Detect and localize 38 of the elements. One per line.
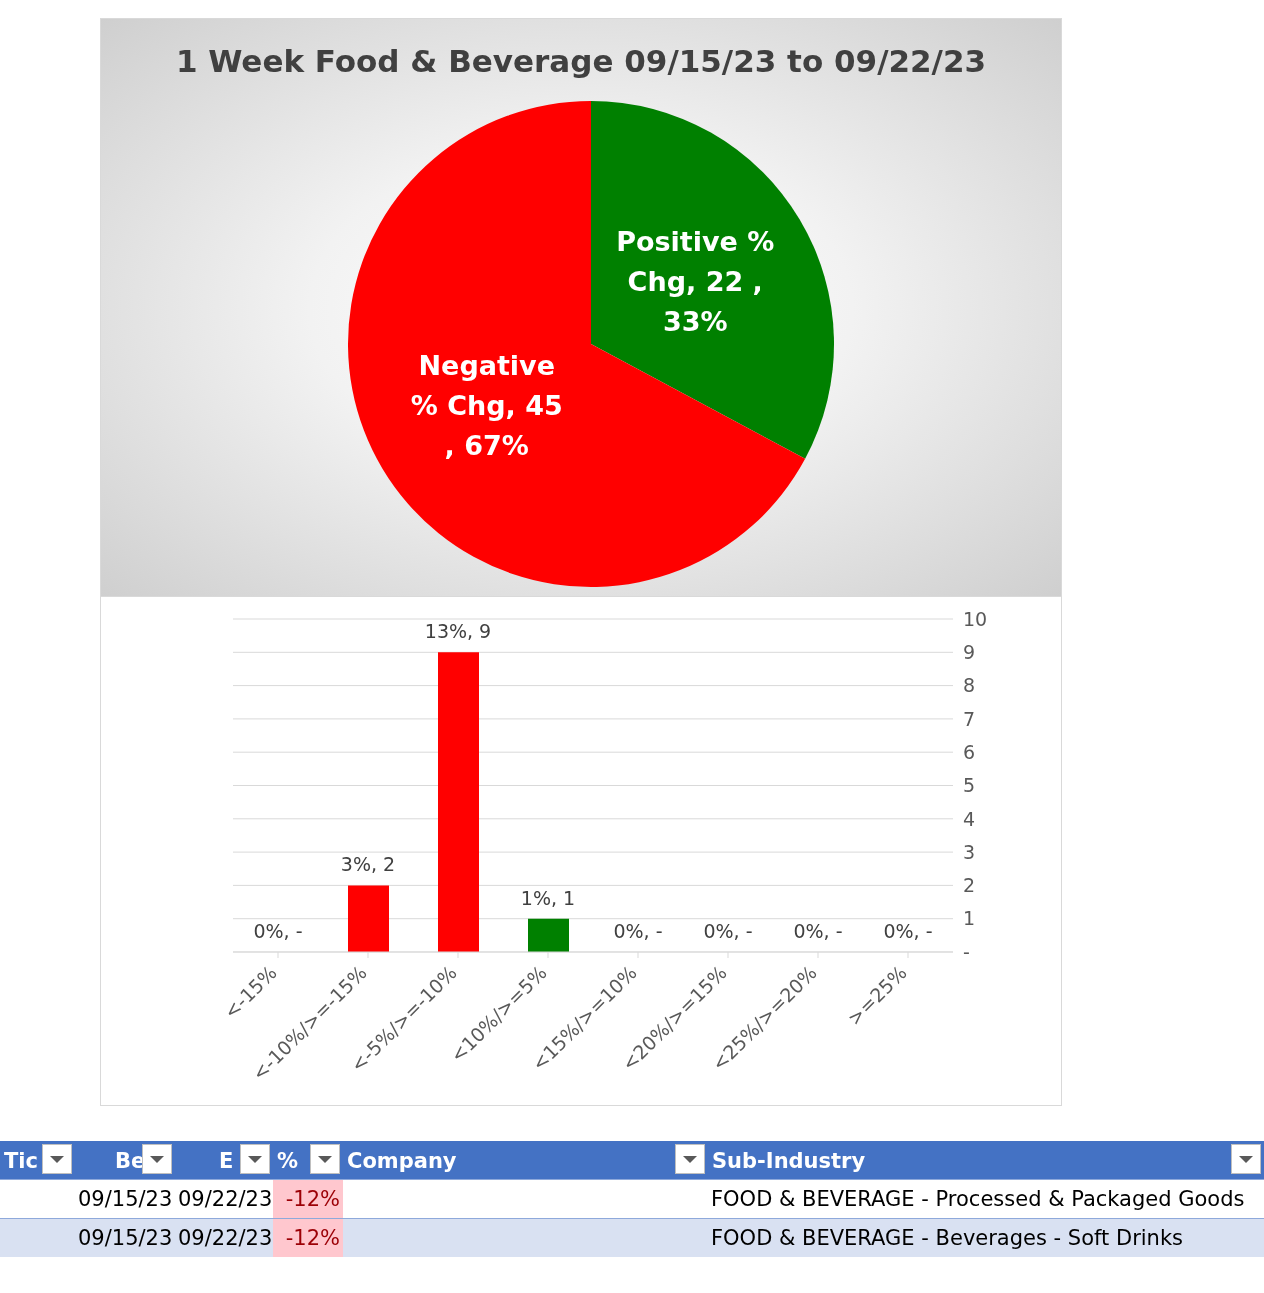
data-label: 0%, - bbox=[253, 920, 303, 942]
y-tick-label: 4 bbox=[963, 807, 976, 830]
text: FOOD & BEVERAGE - Beverages - Soft Drinks bbox=[711, 1226, 1184, 1250]
category-label: Tic bbox=[4, 1149, 38, 1173]
y-tick-label: 1 bbox=[963, 907, 976, 930]
text: -12% bbox=[285, 1187, 340, 1211]
bar bbox=[528, 918, 569, 952]
data-label: 0%, - bbox=[703, 920, 753, 942]
y-tick-label: 2 bbox=[963, 874, 976, 897]
text: -12% bbox=[285, 1226, 340, 1250]
category-label: Company bbox=[347, 1149, 457, 1173]
text: 09/15/23 bbox=[78, 1226, 173, 1250]
y-tick-label: 6 bbox=[963, 740, 976, 763]
text: 09/15/23 bbox=[78, 1187, 173, 1211]
data-label: 1%, 1 bbox=[520, 886, 576, 909]
y-tick-label: - bbox=[963, 940, 970, 963]
y-tick-label: 3 bbox=[963, 840, 976, 863]
category-label: E bbox=[219, 1149, 234, 1173]
y-tick-label: 7 bbox=[963, 707, 976, 730]
text: 09/22/23 bbox=[178, 1226, 273, 1250]
chart-title: 1 Week Food & Beverage 09/15/23 to 09/22/23 bbox=[174, 43, 988, 79]
slice-label: Negative % Chg, 45 , 67% bbox=[404, 341, 569, 472]
bar bbox=[438, 652, 479, 952]
category-label: % bbox=[277, 1149, 299, 1173]
y-tick-label: 9 bbox=[963, 641, 976, 664]
data-label: 0%, - bbox=[613, 920, 663, 942]
bar bbox=[348, 885, 389, 952]
data-label: 0%, - bbox=[793, 920, 843, 942]
y-tick-label: 8 bbox=[963, 674, 976, 697]
data-label: 0%, - bbox=[883, 920, 933, 942]
slice-label: Positive % Chg, 22 , 33% bbox=[613, 216, 778, 347]
category-label: Sub-Industry bbox=[712, 1149, 866, 1173]
data-label: 3%, 2 bbox=[340, 853, 396, 876]
data-label: 13%, 9 bbox=[424, 620, 492, 643]
text: 09/22/23 bbox=[178, 1187, 273, 1211]
y-tick-label: 10 bbox=[963, 607, 988, 630]
y-tick-label: 5 bbox=[963, 774, 976, 797]
text: FOOD & BEVERAGE - Processed & Packaged Goods bbox=[711, 1187, 1245, 1211]
